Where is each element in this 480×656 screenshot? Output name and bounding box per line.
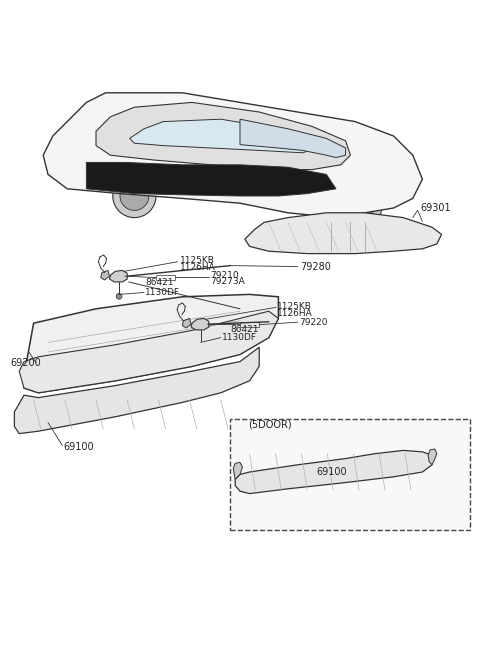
- Text: 69200: 69200: [11, 358, 41, 367]
- Text: 69100: 69100: [317, 467, 348, 477]
- Circle shape: [198, 341, 204, 347]
- Circle shape: [285, 472, 291, 478]
- FancyBboxPatch shape: [94, 318, 194, 340]
- Polygon shape: [130, 119, 317, 153]
- Text: 69301: 69301: [420, 203, 451, 213]
- Polygon shape: [24, 295, 278, 393]
- Polygon shape: [235, 451, 432, 493]
- Polygon shape: [14, 347, 259, 434]
- Circle shape: [189, 384, 195, 392]
- Circle shape: [333, 465, 339, 471]
- Circle shape: [227, 373, 234, 379]
- Polygon shape: [191, 318, 209, 330]
- Polygon shape: [43, 92, 422, 218]
- Text: 1130DF: 1130DF: [222, 333, 257, 342]
- Text: 1130DF: 1130DF: [145, 288, 180, 297]
- Text: 86421: 86421: [230, 325, 259, 334]
- Polygon shape: [245, 213, 442, 254]
- Circle shape: [45, 406, 51, 413]
- Text: 1125KB: 1125KB: [180, 256, 215, 265]
- Text: 1126HA: 1126HA: [180, 262, 216, 272]
- Circle shape: [292, 227, 313, 249]
- Circle shape: [141, 392, 147, 399]
- Circle shape: [372, 459, 377, 465]
- Polygon shape: [240, 119, 346, 157]
- Polygon shape: [428, 449, 437, 465]
- FancyBboxPatch shape: [230, 419, 470, 529]
- Circle shape: [115, 272, 123, 280]
- Ellipse shape: [133, 324, 159, 335]
- Circle shape: [113, 174, 156, 218]
- Text: (5DOOR): (5DOOR): [248, 420, 292, 430]
- Polygon shape: [96, 102, 350, 170]
- Text: 86421: 86421: [145, 278, 173, 287]
- Text: 1126HA: 1126HA: [277, 308, 313, 318]
- Circle shape: [296, 231, 309, 245]
- Circle shape: [254, 476, 260, 482]
- Circle shape: [383, 227, 404, 249]
- Polygon shape: [86, 163, 336, 196]
- Polygon shape: [101, 270, 109, 280]
- Circle shape: [145, 340, 153, 348]
- Circle shape: [387, 231, 400, 245]
- Circle shape: [197, 320, 204, 328]
- Circle shape: [337, 189, 373, 225]
- Text: 79280: 79280: [300, 262, 331, 272]
- Circle shape: [329, 180, 382, 234]
- Text: 1125KB: 1125KB: [277, 302, 312, 311]
- Circle shape: [120, 182, 149, 211]
- Circle shape: [410, 456, 416, 461]
- Circle shape: [93, 399, 99, 406]
- Text: 79220: 79220: [299, 318, 327, 327]
- Polygon shape: [109, 270, 127, 282]
- Polygon shape: [182, 318, 191, 328]
- Text: 69100: 69100: [64, 442, 95, 452]
- Text: 79273A: 79273A: [210, 277, 244, 287]
- Circle shape: [116, 293, 122, 299]
- Polygon shape: [19, 311, 278, 393]
- Polygon shape: [233, 462, 242, 479]
- Text: 79210: 79210: [210, 271, 239, 279]
